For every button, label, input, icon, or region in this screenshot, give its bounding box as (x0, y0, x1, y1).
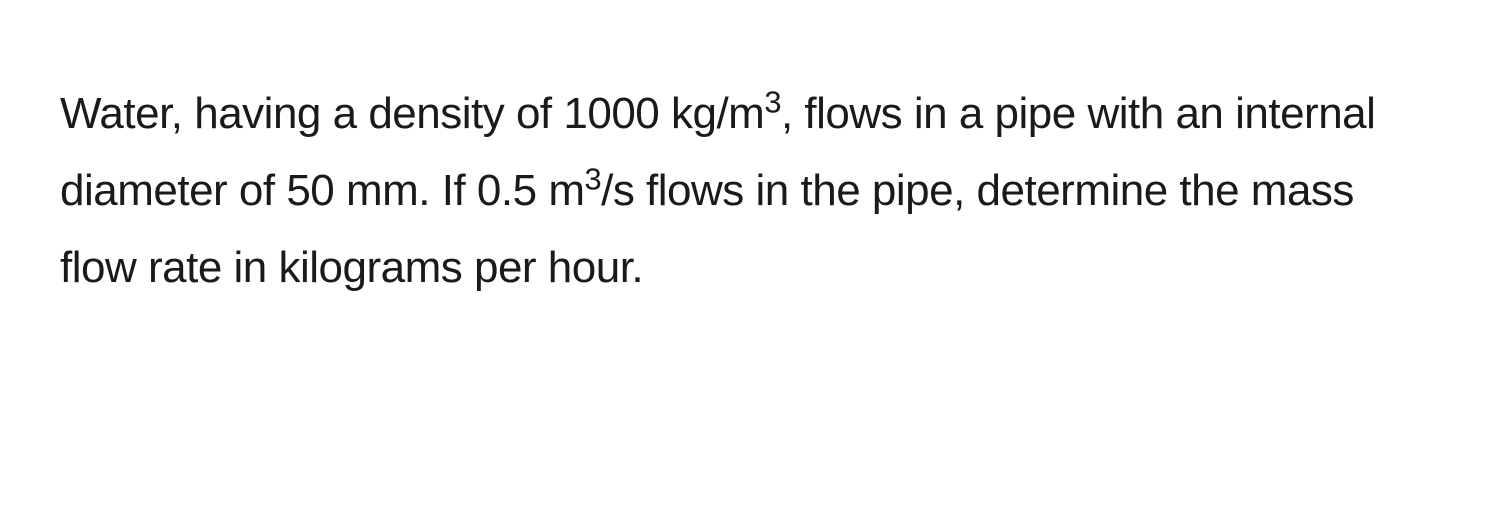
superscript-2: 3 (584, 161, 601, 196)
superscript-1: 3 (764, 84, 781, 119)
problem-text-1: Water, having a density of 1000 kg/m (60, 89, 764, 138)
problem-statement: Water, having a density of 1000 kg/m3, f… (60, 75, 1440, 306)
